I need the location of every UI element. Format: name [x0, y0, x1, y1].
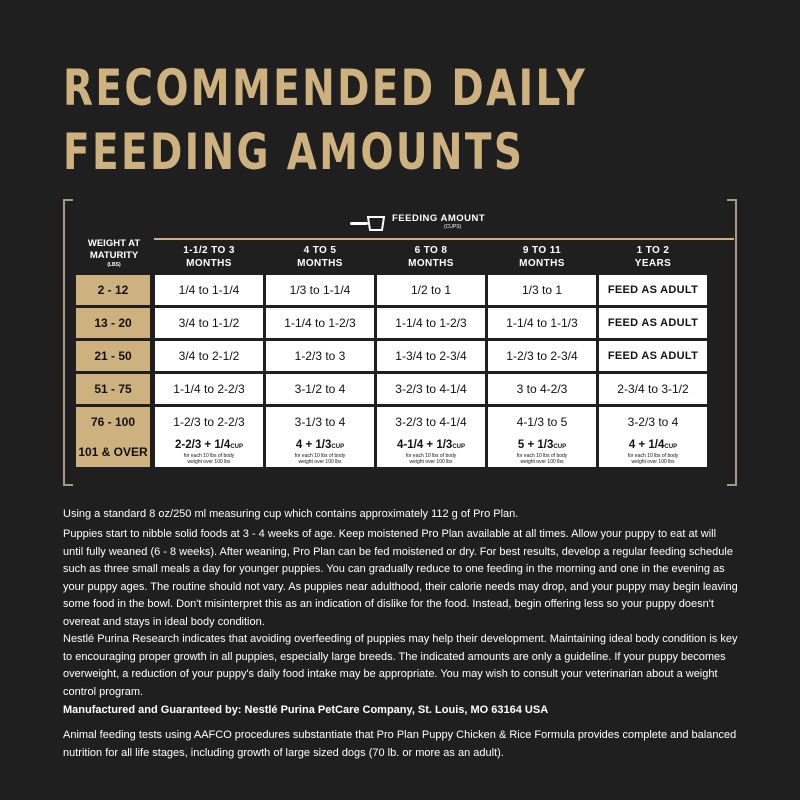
column-header-line-2: MONTHS	[519, 258, 565, 269]
cell-note-line-2: weight over 100 lbs	[520, 459, 564, 465]
feeding-amount-cell: 3-1/3 to 4	[266, 407, 374, 437]
feeding-amount-cell: 1/3 to 1-1/4	[266, 275, 374, 305]
feeding-amount-cell: 1-2/3 to 2-2/3	[155, 407, 263, 437]
column-header: 6 TO 8 MONTHS	[377, 244, 485, 270]
feeding-amount-cell: 1-2/3 to 3	[266, 341, 374, 371]
cell-note-line-2: weight over 100 lbs	[409, 459, 453, 465]
weight-label-line-2: MATURITY	[89, 250, 139, 261]
cell-note-line-1: for each 10 lbs of body	[294, 453, 346, 459]
cell-note-line-1: for each 10 lbs of body	[405, 453, 457, 459]
column-header: 1-1/2 TO 3 MONTHS	[155, 244, 263, 270]
cell-amount: 2-2/3 + 1/4CUP	[175, 439, 243, 453]
feeding-amount-unit: (CUPS)	[443, 224, 462, 230]
cell-note-line-1: for each 10 lbs of body	[627, 453, 679, 459]
table-bracket-right	[727, 199, 737, 486]
table-bracket-left	[63, 199, 73, 486]
feeding-amount-cell: FEED AS ADULT	[599, 275, 707, 305]
column-header-line-1: 1 TO 2	[636, 245, 670, 256]
feeding-amount-cell: 2-2/3 + 1/4CUP for each 10 lbs of body wei…	[155, 437, 263, 467]
column-header: 4 TO 5 MONTHS	[266, 244, 374, 270]
cup-unit: CUP	[452, 444, 465, 450]
cell-amount: 5 + 1/3CUP	[518, 439, 566, 453]
feeding-amount-cell: 2-3/4 to 3-1/2	[599, 374, 707, 404]
puppy-feeding-paragraph: Puppies start to nibble solid foods at 3…	[63, 528, 738, 628]
cell-note-line-2: weight over 100 lbs	[631, 459, 675, 465]
cup-unit: CUP	[331, 444, 345, 450]
measuring-cup-note: Using a standard 8 oz/250 ml measuring c…	[63, 508, 519, 520]
cell-note-line-1: for each 10 lbs of body	[516, 453, 568, 459]
cell-amount-value: 4-1/4 + 1/3	[397, 439, 453, 451]
weight-range-label: 101 & OVER	[76, 437, 150, 467]
weight-range-label: 51 - 75	[76, 374, 150, 404]
feeding-amount-cell: 3/4 to 2-1/2	[155, 341, 263, 371]
cell-amount-value: 2-2/3 + 1/4	[175, 439, 231, 451]
feeding-amount-cell: FEED AS ADULT	[599, 308, 707, 338]
header-divider	[154, 238, 734, 240]
weight-range-label: 13 - 20	[76, 308, 150, 338]
cell-amount: 4 + 1/3CUP	[296, 439, 344, 453]
column-header-line-2: MONTHS	[186, 258, 232, 269]
feeding-amount-cell: 3 to 4-2/3	[488, 374, 596, 404]
feeding-amount-cell: 1-1/4 to 1-2/3	[266, 308, 374, 338]
feeding-amount-cell: 1-1/4 to 1-2/3	[377, 308, 485, 338]
cell-note-line-1: for each 10 lbs of body	[183, 453, 235, 459]
column-header: 9 TO 11 MONTHS	[488, 244, 596, 270]
cell-note-line-2: weight over 100 lbs	[187, 459, 231, 465]
feeding-amount-cell: 4 + 1/3CUP for each 10 lbs of body weight …	[266, 437, 374, 467]
feeding-amount-cell: 3-2/3 to 4-1/4	[377, 407, 485, 437]
weight-at-maturity-header: WEIGHT AT MATURITY (LBS)	[78, 238, 150, 269]
column-header-line-2: MONTHS	[408, 258, 454, 269]
feeding-amount-cell: 5 + 1/3CUP for each 10 lbs of body weight …	[488, 437, 596, 467]
feeding-amount-cell: 1-3/4 to 2-3/4	[377, 341, 485, 371]
weight-label-line-1: WEIGHT AT	[87, 238, 141, 249]
column-header-line-1: 4 TO 5	[303, 245, 337, 256]
cup-unit: CUP	[230, 444, 243, 450]
column-header-line-1: 1-1/2 TO 3	[183, 245, 235, 256]
cell-note-line-2: weight over 100 lbs	[298, 459, 342, 465]
feeding-amount-cell: 3-1/2 to 4	[266, 374, 374, 404]
column-header-line-2: YEARS	[634, 258, 672, 269]
feeding-amount-label: FEEDING AMOUNT	[392, 213, 486, 224]
title-line-2: FEEDING AMOUNTS	[63, 123, 525, 181]
cell-amount-value: 5 + 1/3	[517, 439, 554, 451]
feeding-amount-cell: 1/3 to 1	[488, 275, 596, 305]
feeding-amount-header: FEEDING AMOUNT (CUPS)	[350, 212, 485, 234]
measuring-cup-icon	[350, 216, 386, 231]
weight-range-label: 76 - 100	[76, 407, 150, 437]
manufacturer-line: Manufactured and Guaranteed by: Nestlé P…	[63, 704, 549, 716]
research-paragraph: Nestlé Purina Research indicates that av…	[63, 633, 738, 698]
feeding-amount-cell: 1/4 to 1-1/4	[155, 275, 263, 305]
feeding-amount-cell: 3/4 to 1-1/2	[155, 308, 263, 338]
aafco-statement: Animal feeding tests using AAFCO procedu…	[63, 729, 737, 759]
feeding-amount-cell: FEED AS ADULT	[599, 341, 707, 371]
feeding-amount-cell: 4 + 1/4CUP for each 10 lbs of body weight …	[599, 437, 707, 467]
feeding-amount-cell: 1-1/4 to 1-1/3	[488, 308, 596, 338]
weight-range-label: 2 - 12	[76, 275, 150, 305]
cup-unit: CUP	[553, 444, 567, 450]
feeding-amount-cell: 1-1/4 to 2-2/3	[155, 374, 263, 404]
weight-range-label: 21 - 50	[76, 341, 150, 371]
column-header-line-1: 6 TO 8	[414, 245, 448, 256]
title-line-1: RECOMMENDED DAILY	[63, 59, 588, 117]
column-header-line-2: MONTHS	[297, 258, 343, 269]
cell-amount-value: 4 + 1/4	[628, 439, 665, 451]
feeding-amount-cell: 3-2/3 to 4-1/4	[377, 374, 485, 404]
feeding-amount-cell: 3-2/3 to 4	[599, 407, 707, 437]
cell-amount-value: 4 + 1/3	[295, 439, 332, 451]
cup-unit: CUP	[664, 444, 678, 450]
feeding-amount-cell: 4-1/4 + 1/3CUP for each 10 lbs of body wei…	[377, 437, 485, 467]
feeding-amount-cell: 1/2 to 1	[377, 275, 485, 305]
feeding-amount-cell: 4-1/3 to 5	[488, 407, 596, 437]
feeding-amount-cell: 1-2/3 to 2-3/4	[488, 341, 596, 371]
cell-amount: 4-1/4 + 1/3CUP	[397, 439, 465, 453]
column-header: 1 TO 2 YEARS	[599, 244, 707, 270]
weight-unit: (LBS)	[107, 262, 121, 268]
page-title: RECOMMENDED DAILY FEEDING AMOUNTS	[63, 56, 587, 184]
column-header-line-1: 9 TO 11	[522, 245, 562, 256]
cell-amount: 4 + 1/4CUP	[629, 439, 677, 453]
